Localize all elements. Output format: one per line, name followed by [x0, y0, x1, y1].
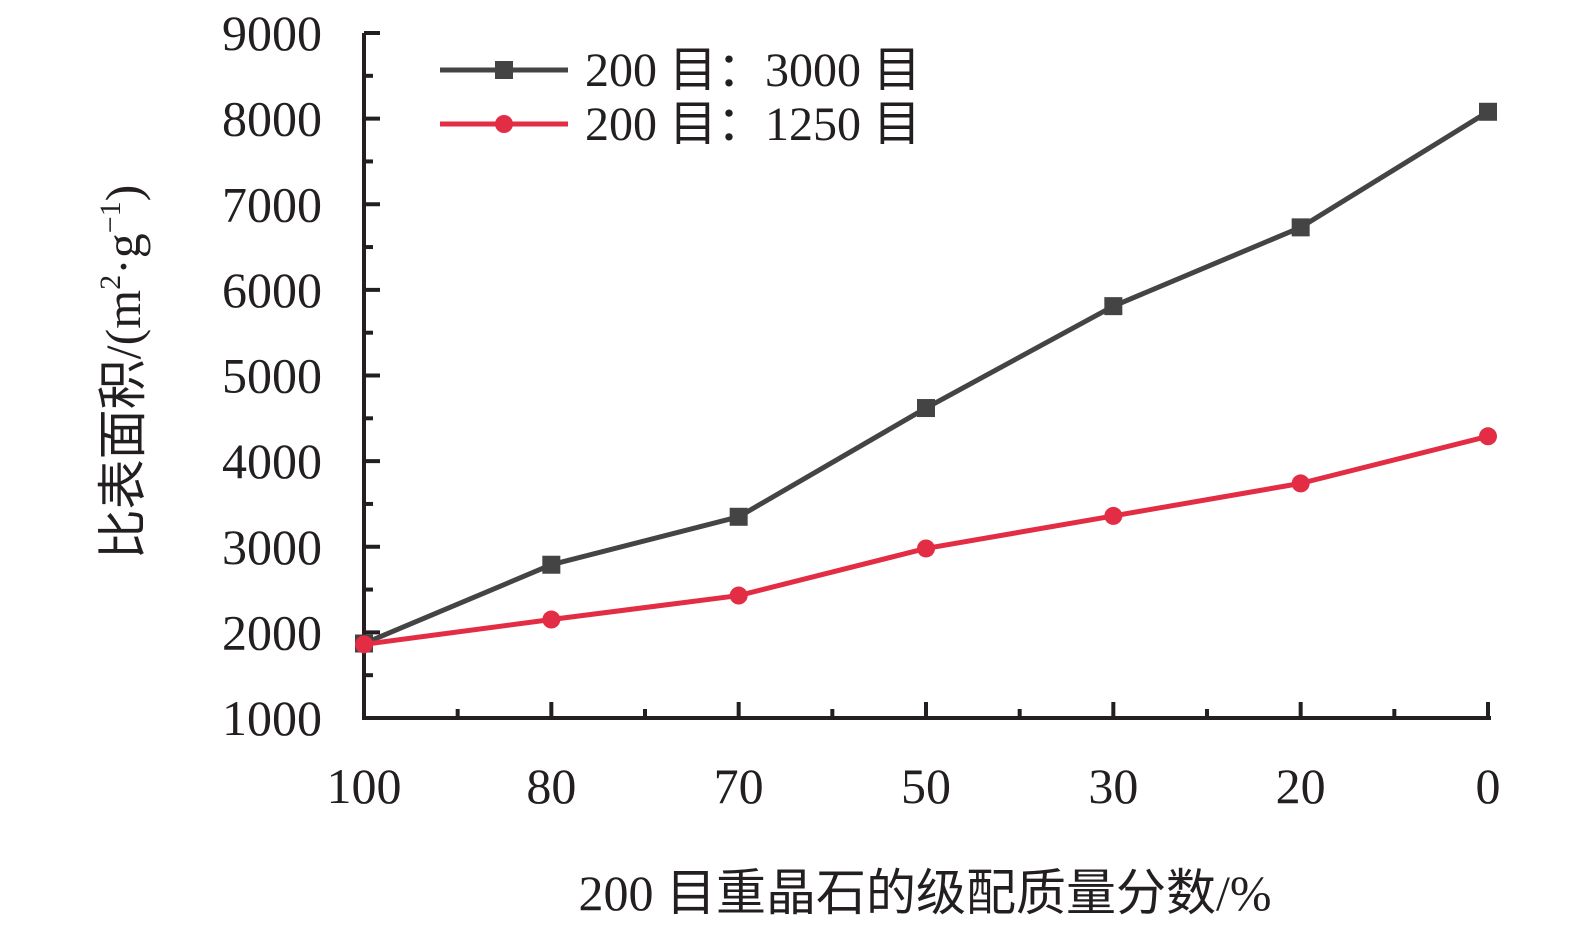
- legend-item-series-1: 200 目：3000 目: [440, 44, 921, 97]
- y-tick-label: 6000: [222, 262, 322, 318]
- legend-label-series-2: 200 目：1250 目: [585, 98, 921, 151]
- series-1-point: [1291, 218, 1310, 237]
- series-1-point: [917, 399, 935, 418]
- series-1: [355, 102, 1497, 653]
- y-tick-label: 2000: [222, 604, 322, 660]
- y-tick-label: 4000: [222, 433, 322, 489]
- legend-marker-series-1: [495, 61, 513, 79]
- series-1-line: [363, 109, 1490, 646]
- y-axis-title-sup-1: 2: [94, 275, 127, 290]
- x-tick-label: 70: [714, 758, 764, 814]
- series-2-point: [1291, 474, 1310, 493]
- y-tick-label: 7000: [222, 176, 322, 232]
- x-tick-label: 0: [1476, 758, 1501, 814]
- y-axis-title-prefix: 比表面积/(m: [95, 290, 151, 560]
- y-tick-label: 3000: [222, 519, 322, 575]
- y-tick-label: 1000: [222, 690, 322, 746]
- y-ticks: 1000 2000 3000 4000 5000 6000 7000 8000 9000: [222, 5, 380, 746]
- y-tick-label: 8000: [222, 91, 322, 147]
- axes: [362, 33, 1491, 720]
- x-tick-label: 20: [1276, 758, 1326, 814]
- series-2-point: [729, 586, 748, 605]
- y-axis-title-sup-2: −1: [94, 201, 127, 233]
- series-1-point: [1104, 297, 1123, 316]
- series-2-point: [1479, 427, 1497, 446]
- y-tick-label: 5000: [222, 348, 322, 404]
- x-tick-label: 50: [901, 758, 951, 814]
- x-axis-title: 200 目重晶石的级配质量分数/%: [578, 865, 1271, 921]
- legend-item-series-2: 200 目：1250 目: [440, 98, 921, 151]
- series-2-point: [1104, 506, 1123, 525]
- x-tick-label: 80: [526, 758, 576, 814]
- series-1-point: [1479, 102, 1497, 121]
- y-tick-label: 9000: [222, 5, 322, 61]
- legend-marker-series-2: [495, 115, 513, 133]
- y-axis-title-suffix: ): [95, 185, 151, 202]
- x-ticks: 100 80 70 50 30 20 0: [327, 702, 1501, 814]
- series-2-point: [542, 610, 561, 629]
- series-layer: [355, 102, 1497, 654]
- y-axis-title: 比表面积/(m2·g−1): [94, 185, 151, 560]
- x-tick-label: 100: [327, 758, 402, 814]
- legend-label-series-1: 200 目：3000 目: [585, 44, 921, 97]
- legend: 200 目：3000 目 200 目：1250 目: [440, 44, 921, 151]
- series-2-point: [355, 635, 373, 654]
- series-1-point: [542, 555, 561, 574]
- x-tick-label: 30: [1088, 758, 1138, 814]
- series-1-point: [729, 507, 748, 526]
- series-2-point: [917, 539, 935, 558]
- series-2: [355, 427, 1497, 654]
- y-axis-title-mid: ·g: [95, 233, 151, 275]
